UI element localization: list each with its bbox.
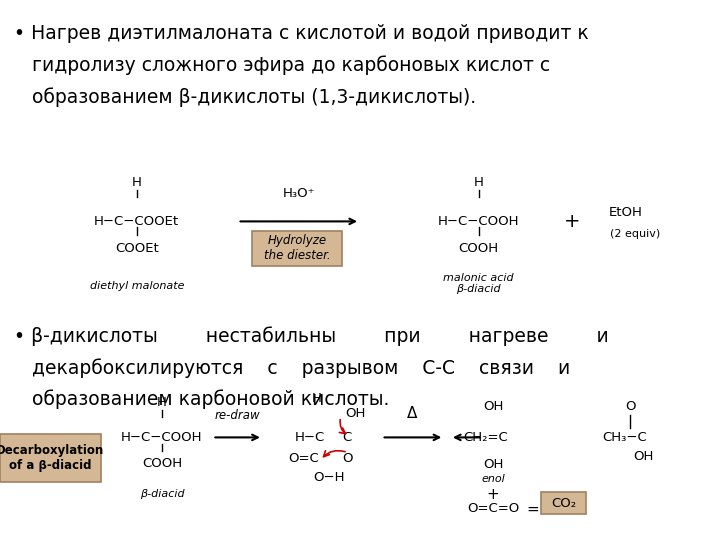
Text: O−H: O−H bbox=[313, 471, 345, 484]
Text: enol: enol bbox=[482, 474, 505, 484]
FancyBboxPatch shape bbox=[252, 231, 342, 266]
Text: H−C−COOH: H−C−COOH bbox=[438, 215, 520, 228]
Text: H: H bbox=[132, 176, 142, 189]
Text: H−C−COOH: H−C−COOH bbox=[121, 431, 203, 444]
Text: O=C=O: O=C=O bbox=[467, 502, 519, 515]
Text: C: C bbox=[342, 431, 351, 444]
Text: OH: OH bbox=[483, 400, 503, 413]
Text: diethyl malonate: diethyl malonate bbox=[89, 281, 184, 291]
Text: • Нагрев диэтилмалоната с кислотой и водой приводит к: • Нагрев диэтилмалоната с кислотой и вод… bbox=[14, 24, 589, 43]
FancyBboxPatch shape bbox=[0, 434, 101, 482]
Text: O: O bbox=[625, 400, 635, 413]
Text: H−C: H−C bbox=[295, 431, 325, 444]
Text: H₃O⁺: H₃O⁺ bbox=[282, 187, 315, 200]
Text: H: H bbox=[312, 392, 322, 405]
Text: re-draw: re-draw bbox=[215, 409, 261, 422]
Text: β-diacid: β-diacid bbox=[140, 489, 184, 499]
Text: EtOH: EtOH bbox=[608, 206, 642, 219]
Text: Decarboxylation
of a β-diacid: Decarboxylation of a β-diacid bbox=[0, 444, 104, 472]
Text: OH: OH bbox=[346, 407, 366, 420]
Text: (2 equiv): (2 equiv) bbox=[610, 229, 660, 239]
Text: H: H bbox=[157, 396, 167, 409]
Text: =: = bbox=[526, 502, 539, 517]
Text: образованием β-дикислоты (1,3-дикислоты).: образованием β-дикислоты (1,3-дикислоты)… bbox=[14, 87, 477, 106]
Text: H: H bbox=[474, 176, 484, 189]
Text: malonic acid: malonic acid bbox=[444, 273, 514, 283]
Text: гидролизу сложного эфира до карбоновых кислот с: гидролизу сложного эфира до карбоновых к… bbox=[14, 56, 551, 75]
Text: β-diacid: β-diacid bbox=[456, 284, 501, 294]
Text: CO₂: CO₂ bbox=[551, 497, 576, 510]
Text: Hydrolyze
the diester.: Hydrolyze the diester. bbox=[264, 234, 330, 262]
Text: +: + bbox=[487, 487, 500, 502]
Text: COOEt: COOEt bbox=[115, 242, 158, 255]
Text: • β-дикислоты        нестабильны        при        нагреве        и: • β-дикислоты нестабильны при нагреве и bbox=[14, 327, 609, 346]
Text: образованием карбоновой кислоты.: образованием карбоновой кислоты. bbox=[14, 389, 390, 409]
Text: CH₃−C: CH₃−C bbox=[603, 431, 647, 444]
Text: CH₂=C: CH₂=C bbox=[463, 431, 508, 444]
Text: COOH: COOH bbox=[142, 457, 182, 470]
Text: O: O bbox=[342, 453, 353, 465]
Text: H−C−COOEt: H−C−COOEt bbox=[94, 215, 179, 228]
Text: Δ: Δ bbox=[408, 406, 418, 421]
Text: OH: OH bbox=[634, 450, 654, 463]
FancyBboxPatch shape bbox=[541, 492, 586, 514]
Text: декарбоксилируются    с    разрывом    C-C    связи    и: декарбоксилируются с разрывом C-C связи … bbox=[14, 358, 571, 377]
Text: +: + bbox=[564, 212, 580, 231]
Text: O=C: O=C bbox=[288, 453, 319, 465]
Text: OH: OH bbox=[483, 458, 503, 471]
Text: COOH: COOH bbox=[459, 242, 499, 255]
